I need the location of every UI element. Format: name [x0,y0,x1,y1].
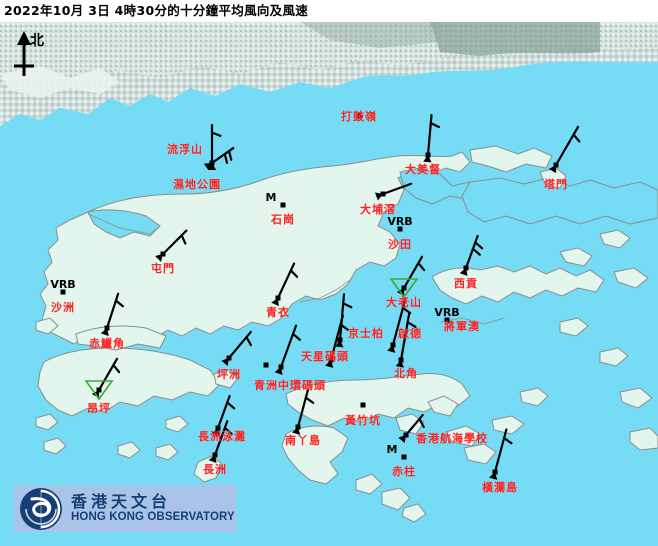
station-marker[interactable] [492,469,498,475]
station-label: 大老山 [386,296,422,309]
wind-barb [398,413,425,444]
station-label: 大美督 [405,163,441,176]
station-label: 京士柏 [348,327,384,340]
station-label: 坪洲 [217,368,241,381]
station-marker[interactable] [390,342,396,348]
variable-wind-label: VRB [434,306,460,319]
station-marker[interactable] [444,317,450,323]
hko-logo: 香港天文台 HONG KONG OBSERVATORY [14,485,236,532]
page-title: 2022年10月 3日 4時30分的十分鐘平均風向及風速 [0,0,658,22]
station-marker[interactable] [278,364,284,370]
station-label: 塔門 [544,178,568,191]
logo-chinese-text: 香港天文台 [71,491,172,511]
station-label: 青衣 [266,306,290,319]
station-label: 啟德 [398,327,422,340]
station-marker[interactable] [295,424,301,430]
variable-wind-label: VRB [387,215,413,228]
station-marker[interactable] [425,152,431,158]
station-marker[interactable] [398,357,404,363]
station-marker[interactable] [401,454,407,460]
station-marker[interactable] [553,162,559,168]
station-label: 昂坪 [87,402,111,415]
station-label: 橫瀾島 [482,481,518,494]
wind-barb [423,114,440,163]
maintenance-label: M [265,191,277,204]
map-canvas[interactable]: 北 打鼓嶺 流浮山 濕地公園 石崗 M 屯門 大美督 塔門 大埔滘 沙田 VRB 西貢 大老山 將軍澳 VR… [0,22,658,546]
station-label: 打鼓嶺 [341,110,377,123]
station-marker[interactable] [104,325,110,331]
gust-station-marker[interactable] [389,278,419,299]
station-marker[interactable] [96,387,102,393]
station-marker[interactable] [463,265,469,271]
station-marker[interactable] [280,202,286,208]
station-label: 屯門 [151,262,175,275]
station-marker[interactable] [215,425,221,431]
station-marker[interactable] [380,191,386,197]
station-marker-layer [60,113,559,475]
station-marker[interactable] [160,251,166,257]
station-label: 南丫島 [285,434,321,447]
station-label: 香港航海學校 [416,432,488,445]
station-label: 西貢 [454,277,478,290]
wind-barb [207,123,222,170]
coastline-detail [87,213,505,325]
wind-barb [395,311,417,368]
station-label: 長洲泳灘 [198,430,246,443]
hk-land-shapes [35,145,658,523]
station-marker[interactable] [209,160,215,166]
mainland-china-landmass [0,22,658,126]
station-marker[interactable] [226,355,232,361]
logo-english-text: HONG KONG OBSERVATORY [71,510,235,523]
station-label: 濕地公園 [173,178,221,191]
station-marker[interactable] [328,357,334,363]
station-marker[interactable] [403,432,409,438]
station-marker[interactable] [60,289,66,295]
maintenance-label: M [386,443,398,456]
station-label: 流浮山 [167,143,203,156]
station-label: 中環碼頭 [278,379,326,392]
station-marker[interactable] [337,337,343,343]
station-marker[interactable] [356,113,362,119]
station-label: 將軍澳 [444,320,480,333]
station-marker[interactable] [360,402,366,408]
station-marker[interactable] [212,452,218,458]
wind-barb [489,428,513,480]
station-marker[interactable] [275,295,281,301]
gust-station-marker[interactable] [84,380,114,401]
station-label: 沙洲 [51,301,75,314]
wind-barb [459,234,484,277]
station-label: 石崗 [271,213,295,226]
station-marker[interactable] [397,226,403,232]
station-label: 北角 [394,367,418,380]
hko-spiral-logo-icon [16,487,66,531]
station-label: 青洲 [254,379,278,392]
station-label: 沙田 [388,238,412,251]
station-marker[interactable] [263,362,269,368]
station-label: 赤鱲角 [89,337,125,350]
station-label: 赤柱 [392,465,416,478]
station-label: 大埔滘 [360,203,396,216]
variable-wind-label: VRB [50,278,76,291]
station-label: 天星碼頭 [301,350,349,363]
map-geography [0,22,658,546]
station-label: 長洲 [203,463,227,476]
station-label: 黃竹坑 [345,414,381,427]
station-marker[interactable] [401,285,407,291]
